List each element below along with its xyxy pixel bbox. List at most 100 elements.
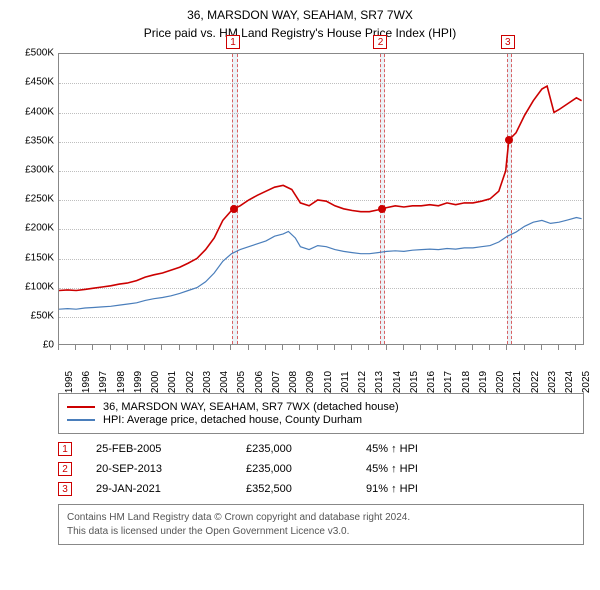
series-line — [59, 218, 582, 310]
legend-label: HPI: Average price, detached house, Coun… — [103, 414, 362, 426]
x-tick-mark — [541, 345, 542, 350]
page-container: 36, MARSDON WAY, SEAHAM, SR7 7WX Price p… — [0, 0, 600, 555]
x-tick-label: 2017 — [444, 371, 455, 393]
sale-point — [505, 136, 513, 144]
y-tick-label: £200K — [10, 223, 54, 234]
x-tick-label: 2004 — [219, 371, 230, 393]
sale-point — [230, 205, 238, 213]
plot-region — [58, 53, 584, 345]
x-tick-mark — [179, 345, 180, 350]
x-tick-label: 2005 — [237, 371, 248, 393]
legend-swatch — [67, 406, 95, 408]
series-svg — [59, 54, 584, 345]
y-tick-label: £150K — [10, 252, 54, 263]
x-tick-label: 1995 — [64, 371, 75, 393]
x-tick-mark — [420, 345, 421, 350]
x-tick-mark — [524, 345, 525, 350]
x-tick-label: 2010 — [323, 371, 334, 393]
y-tick-label: £100K — [10, 281, 54, 292]
x-tick-mark — [472, 345, 473, 350]
x-tick-mark — [386, 345, 387, 350]
y-tick-label: £400K — [10, 106, 54, 117]
x-tick-mark — [317, 345, 318, 350]
footer-line-2: This data is licensed under the Open Gov… — [67, 525, 575, 539]
x-tick-mark — [248, 345, 249, 350]
x-tick-label: 2016 — [426, 371, 437, 393]
sale-price: £235,000 — [246, 443, 366, 455]
x-tick-label: 2007 — [271, 371, 282, 393]
x-tick-mark — [403, 345, 404, 350]
x-tick-mark — [92, 345, 93, 350]
footer-box: Contains HM Land Registry data © Crown c… — [58, 504, 584, 545]
x-tick-mark — [558, 345, 559, 350]
x-tick-mark — [282, 345, 283, 350]
x-tick-label: 2013 — [375, 371, 386, 393]
sale-marker-3: 3 — [501, 35, 515, 49]
sale-date: 25-FEB-2005 — [96, 443, 246, 455]
x-tick-label: 2008 — [288, 371, 299, 393]
x-tick-label: 2025 — [582, 371, 593, 393]
x-tick-label: 2020 — [495, 371, 506, 393]
x-tick-mark — [506, 345, 507, 350]
sale-pct: 91% ↑ HPI — [366, 483, 486, 495]
footer-line-1: Contains HM Land Registry data © Crown c… — [67, 511, 575, 525]
x-tick-mark — [196, 345, 197, 350]
legend-swatch — [67, 419, 95, 421]
y-tick-label: £50K — [10, 310, 54, 321]
sale-price: £352,500 — [246, 483, 366, 495]
sale-number-box: 2 — [58, 462, 72, 476]
legend-item: HPI: Average price, detached house, Coun… — [67, 414, 575, 426]
sale-point — [378, 205, 386, 213]
x-tick-label: 2021 — [513, 371, 524, 393]
x-tick-mark — [334, 345, 335, 350]
legend-item: 36, MARSDON WAY, SEAHAM, SR7 7WX (detach… — [67, 401, 575, 413]
x-tick-label: 2001 — [168, 371, 179, 393]
x-tick-mark — [127, 345, 128, 350]
y-tick-label: £250K — [10, 194, 54, 205]
sale-number-box: 1 — [58, 442, 72, 456]
y-tick-label: £350K — [10, 135, 54, 146]
x-tick-label: 2014 — [392, 371, 403, 393]
x-tick-label: 2015 — [409, 371, 420, 393]
sale-date: 29-JAN-2021 — [96, 483, 246, 495]
legend-label: 36, MARSDON WAY, SEAHAM, SR7 7WX (detach… — [103, 401, 399, 413]
y-tick-label: £500K — [10, 48, 54, 59]
sale-row: 2 20-SEP-2013£235,00045% ↑ HPI — [58, 462, 584, 476]
chart-title: 36, MARSDON WAY, SEAHAM, SR7 7WX — [10, 8, 590, 24]
x-tick-label: 2002 — [185, 371, 196, 393]
x-tick-mark — [299, 345, 300, 350]
x-tick-label: 2012 — [357, 371, 368, 393]
sale-marker-1: 1 — [226, 35, 240, 49]
sale-row: 3 29-JAN-2021£352,50091% ↑ HPI — [58, 482, 584, 496]
x-tick-label: 2009 — [306, 371, 317, 393]
x-tick-mark — [161, 345, 162, 350]
series-line — [59, 86, 582, 290]
legend-box: 36, MARSDON WAY, SEAHAM, SR7 7WX (detach… — [58, 393, 584, 434]
x-tick-label: 2019 — [478, 371, 489, 393]
x-tick-label: 2000 — [150, 371, 161, 393]
sale-pct: 45% ↑ HPI — [366, 463, 486, 475]
x-tick-mark — [110, 345, 111, 350]
x-tick-label: 2024 — [564, 371, 575, 393]
sale-date: 20-SEP-2013 — [96, 463, 246, 475]
x-tick-mark — [489, 345, 490, 350]
sale-price: £235,000 — [246, 463, 366, 475]
x-tick-label: 1998 — [116, 371, 127, 393]
x-tick-label: 1997 — [99, 371, 110, 393]
x-tick-mark — [230, 345, 231, 350]
x-tick-label: 2006 — [254, 371, 265, 393]
x-tick-mark — [455, 345, 456, 350]
x-tick-mark — [75, 345, 76, 350]
sale-pct: 45% ↑ HPI — [366, 443, 486, 455]
x-tick-mark — [368, 345, 369, 350]
x-tick-label: 1999 — [133, 371, 144, 393]
sale-marker-2: 2 — [373, 35, 387, 49]
x-tick-label: 2022 — [530, 371, 541, 393]
chart-area: £0£50K£100K£150K£200K£250K£300K£350K£400… — [10, 47, 590, 387]
sale-number-box: 3 — [58, 482, 72, 496]
y-tick-label: £450K — [10, 77, 54, 88]
x-tick-label: 2011 — [340, 371, 351, 393]
x-tick-label: 1996 — [81, 371, 92, 393]
sales-table: 1 25-FEB-2005£235,00045% ↑ HPI 2 20-SEP-201… — [58, 442, 584, 496]
x-tick-mark — [58, 345, 59, 350]
